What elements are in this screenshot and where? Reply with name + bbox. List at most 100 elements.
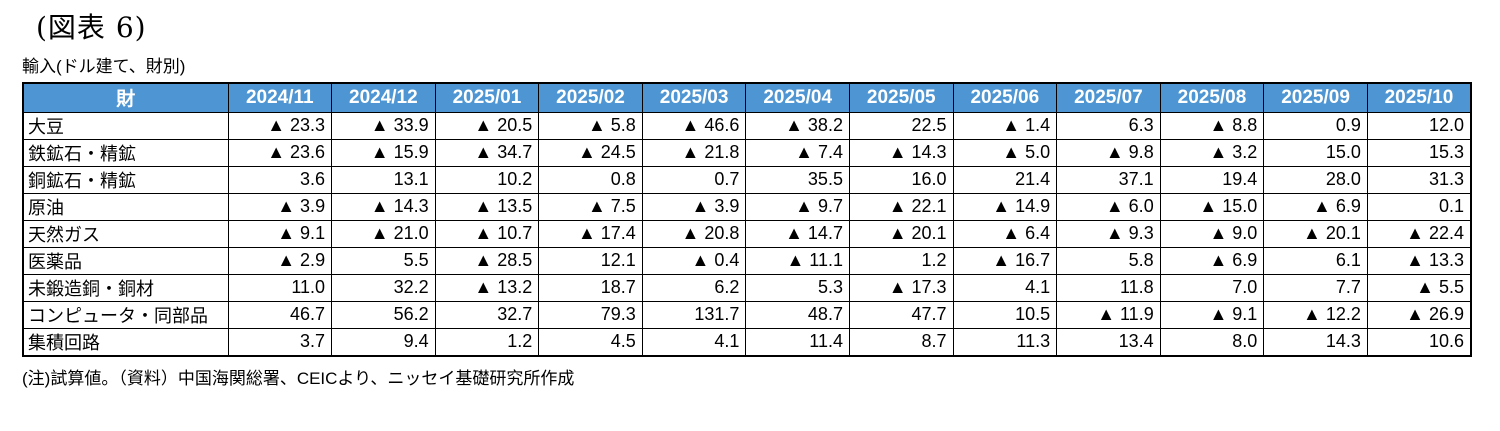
row-header-cell: 財 xyxy=(22,82,229,113)
row-label-cell: 銅鉱石・精鉱 xyxy=(22,165,229,194)
value-cell: 32.7 xyxy=(434,300,540,329)
value-cell: 5.3 xyxy=(745,273,850,302)
value-cell: 22.5 xyxy=(848,111,954,140)
value-cell: ▲ 0.4 xyxy=(641,246,747,275)
value-cell: ▲ 6.0 xyxy=(1056,192,1161,221)
value-cell: ▲ 46.6 xyxy=(641,111,747,140)
row-label-cell: 未鍛造銅・銅材 xyxy=(22,273,229,302)
import-table: 財 2024/11 2024/12 2025/01 2025/02 2025/03 202… xyxy=(22,82,1472,357)
value-cell: ▲ 13.2 xyxy=(434,273,540,302)
row-label-cell: コンピュータ・同部品 xyxy=(22,300,229,329)
row-label-cell: 集積回路 xyxy=(22,327,229,356)
column-header-cell: 2025/06 xyxy=(952,82,1058,113)
value-cell: 31.3 xyxy=(1366,165,1472,194)
value-cell: ▲ 2.9 xyxy=(227,246,333,275)
value-cell: ▲ 9.1 xyxy=(1159,300,1265,329)
column-header-cell: 2024/12 xyxy=(331,82,436,113)
value-cell: ▲ 22.4 xyxy=(1366,219,1472,248)
value-cell: 4.5 xyxy=(538,327,643,356)
value-cell: 10.5 xyxy=(952,300,1058,329)
value-cell: 1.2 xyxy=(434,327,540,356)
value-cell: ▲ 9.1 xyxy=(227,219,333,248)
value-cell: 46.7 xyxy=(227,300,333,329)
value-cell: 15.3 xyxy=(1366,138,1472,167)
value-cell: ▲ 1.4 xyxy=(952,111,1058,140)
row-label-cell: 医薬品 xyxy=(22,246,229,275)
value-cell: ▲ 16.7 xyxy=(952,246,1058,275)
value-cell: 56.2 xyxy=(331,300,436,329)
value-cell: ▲ 22.1 xyxy=(848,192,954,221)
value-cell: ▲ 9.7 xyxy=(745,192,850,221)
column-header-cell: 2025/02 xyxy=(538,82,643,113)
value-cell: ▲ 14.3 xyxy=(331,192,436,221)
value-cell: 6.2 xyxy=(641,273,747,302)
table-row: 銅鉱石・精鉱 3.6 13.1 10.2 0.8 0.7 35.5 16.0 21.4 37.1 1… xyxy=(22,165,1472,194)
table-row: 鉄鉱石・精鉱 ▲ 23.6 ▲ 15.9 ▲ 34.7 ▲ 24.5 ▲ 21.8 ▲ 7.… xyxy=(22,138,1472,167)
value-cell: ▲ 20.1 xyxy=(848,219,954,248)
value-cell: ▲ 15.9 xyxy=(331,138,436,167)
value-cell: ▲ 17.4 xyxy=(538,219,643,248)
value-cell: ▲ 14.3 xyxy=(848,138,954,167)
value-cell: ▲ 12.2 xyxy=(1263,300,1368,329)
value-cell: ▲ 5.5 xyxy=(1366,273,1472,302)
value-cell: 8.7 xyxy=(848,327,954,356)
value-cell: 32.2 xyxy=(331,273,436,302)
source-note: (注)試算値。（資料）中国海関総署、CEICより、ニッセイ基礎研究所作成 xyxy=(22,368,575,388)
value-cell: 6.1 xyxy=(1263,246,1368,275)
value-cell: ▲ 6.9 xyxy=(1159,246,1265,275)
value-cell: ▲ 8.8 xyxy=(1159,111,1265,140)
value-cell: 11.4 xyxy=(745,327,850,356)
value-cell: ▲ 5.0 xyxy=(952,138,1058,167)
value-cell: ▲ 21.8 xyxy=(641,138,747,167)
column-header-cell: 2025/03 xyxy=(641,82,747,113)
row-label-cell: 大豆 xyxy=(22,111,229,140)
value-cell: ▲ 6.9 xyxy=(1263,192,1368,221)
value-cell: 28.0 xyxy=(1263,165,1368,194)
value-cell: ▲ 20.1 xyxy=(1263,219,1368,248)
value-cell: ▲ 3.2 xyxy=(1159,138,1265,167)
value-cell: 8.0 xyxy=(1159,327,1265,356)
value-cell: ▲ 9.0 xyxy=(1159,219,1265,248)
value-cell: 0.8 xyxy=(538,165,643,194)
value-cell: 4.1 xyxy=(952,273,1058,302)
value-cell: 13.4 xyxy=(1056,327,1161,356)
value-cell: ▲ 9.3 xyxy=(1056,219,1161,248)
value-cell: ▲ 7.5 xyxy=(538,192,643,221)
figure-title: (図表 6) xyxy=(36,11,147,44)
column-header-cell: 2025/04 xyxy=(745,82,850,113)
value-cell: 5.8 xyxy=(1056,246,1161,275)
value-cell: 11.8 xyxy=(1056,273,1161,302)
table-row: 大豆 ▲ 23.3 ▲ 33.9 ▲ 20.5 ▲ 5.8 ▲ 46.6 ▲ 38.2 22.… xyxy=(22,111,1472,140)
value-cell: 4.1 xyxy=(641,327,747,356)
table-head: 財 2024/11 2024/12 2025/01 2025/02 2025/03 202… xyxy=(22,82,1472,113)
header-row: 財 2024/11 2024/12 2025/01 2025/02 2025/03 202… xyxy=(22,82,1472,113)
value-cell: ▲ 6.4 xyxy=(952,219,1058,248)
value-cell: 13.1 xyxy=(331,165,436,194)
value-cell: 47.7 xyxy=(848,300,954,329)
value-cell: ▲ 15.0 xyxy=(1159,192,1265,221)
table-row: 集積回路 3.7 9.4 1.2 4.5 4.1 11.4 8.7 11.3 13.4 8.0 14.… xyxy=(22,327,1472,356)
column-header-cell: 2025/05 xyxy=(848,82,954,113)
table-subtitle: 輸入(ドル建て、財別) xyxy=(22,57,186,76)
value-cell: ▲ 9.8 xyxy=(1056,138,1161,167)
value-cell: 0.1 xyxy=(1366,192,1472,221)
row-label-cell: 天然ガス xyxy=(22,219,229,248)
value-cell: 12.1 xyxy=(538,246,643,275)
value-cell: 10.6 xyxy=(1366,327,1472,356)
table-row: コンピュータ・同部品 46.7 56.2 32.7 79.3 131.7 48.7 47.7 1… xyxy=(22,300,1472,329)
value-cell: ▲ 20.5 xyxy=(434,111,540,140)
value-cell: 18.7 xyxy=(538,273,643,302)
value-cell: 11.3 xyxy=(952,327,1058,356)
value-cell: 10.2 xyxy=(434,165,540,194)
column-header-cell: 2025/10 xyxy=(1366,82,1472,113)
value-cell: ▲ 24.5 xyxy=(538,138,643,167)
value-cell: 0.9 xyxy=(1263,111,1368,140)
value-cell: ▲ 34.7 xyxy=(434,138,540,167)
value-cell: 7.7 xyxy=(1263,273,1368,302)
value-cell: 5.5 xyxy=(331,246,436,275)
value-cell: ▲ 13.3 xyxy=(1366,246,1472,275)
value-cell: ▲ 21.0 xyxy=(331,219,436,248)
value-cell: ▲ 7.4 xyxy=(745,138,850,167)
value-cell: ▲ 14.7 xyxy=(745,219,850,248)
value-cell: ▲ 33.9 xyxy=(331,111,436,140)
